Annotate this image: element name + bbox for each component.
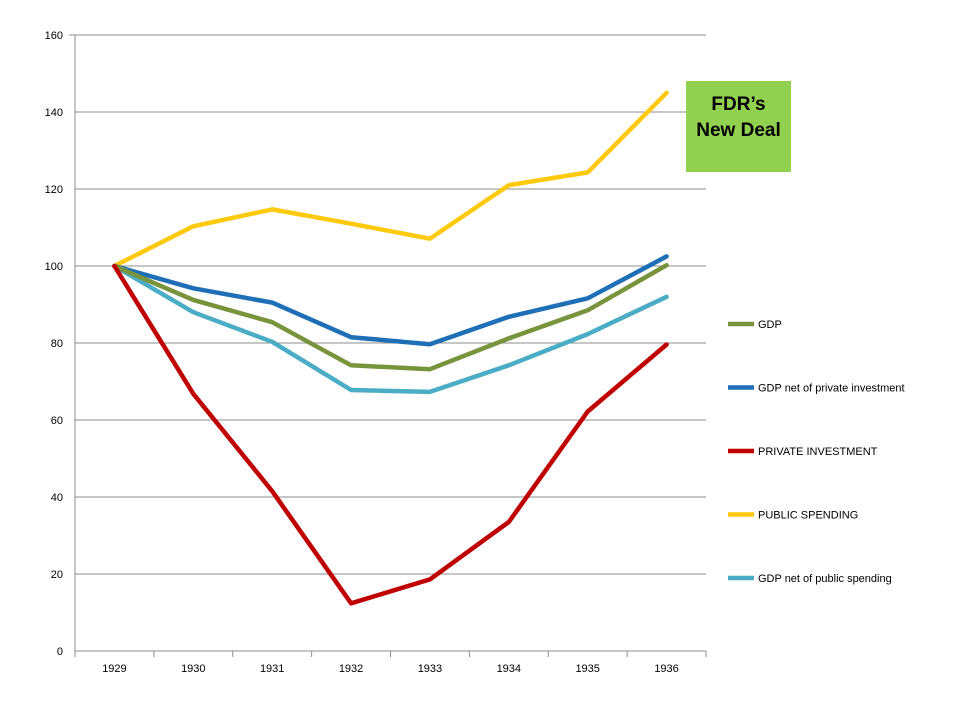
y-tick-label: 20 — [51, 569, 63, 581]
legend-label: PRIVATE INVESTMENT — [758, 446, 878, 458]
y-tick-label: 60 — [51, 415, 63, 427]
x-tick-label: 1933 — [418, 663, 442, 675]
y-tick-label: 140 — [45, 107, 63, 119]
legend-label: GDP — [758, 319, 782, 331]
x-tick-label: 1931 — [260, 663, 284, 675]
series-lines — [112, 90, 669, 606]
series-line-gdp-net-of-public-spending — [112, 263, 669, 395]
y-tick-label: 120 — [45, 184, 63, 196]
legend: GDP GDP net of private investment PRIVATE … — [728, 319, 905, 585]
x-tick-labels: 1929 1930 1931 1932 1933 1934 1935 1936 — [102, 663, 679, 675]
legend-label: GDP net of public spending — [758, 573, 892, 585]
legend-label: PUBLIC SPENDING — [758, 510, 858, 522]
y-tick-label: 0 — [57, 646, 63, 658]
y-tick-label: 160 — [45, 30, 63, 42]
callout-text-line: New Deal — [696, 120, 780, 141]
axes — [69, 34, 707, 657]
y-tick-label: 40 — [51, 492, 63, 504]
callout-box — [686, 81, 791, 172]
series-line-private-investment — [112, 263, 669, 606]
callout-text-line: FDR’s — [711, 94, 765, 115]
y-tick-label: 80 — [51, 338, 63, 350]
x-tick-label: 1936 — [654, 663, 678, 675]
y-tick-labels: 0 20 40 60 80 100 120 140 160 — [45, 30, 63, 658]
series-line-public-spending — [112, 90, 669, 269]
x-tick-label: 1934 — [497, 663, 521, 675]
y-tick-label: 100 — [45, 261, 63, 273]
grid-lines — [75, 34, 706, 575]
x-tick-label: 1932 — [339, 663, 363, 675]
x-tick-label: 1930 — [181, 663, 205, 675]
legend-label: GDP net of private investment — [758, 383, 905, 395]
new-deal-callout: FDR’s New Deal — [686, 81, 791, 172]
series-line-gdp-net-of-private-investment — [112, 254, 669, 347]
x-tick-label: 1929 — [102, 663, 126, 675]
x-tick-label: 1935 — [575, 663, 599, 675]
series-line-gdp — [112, 262, 669, 372]
